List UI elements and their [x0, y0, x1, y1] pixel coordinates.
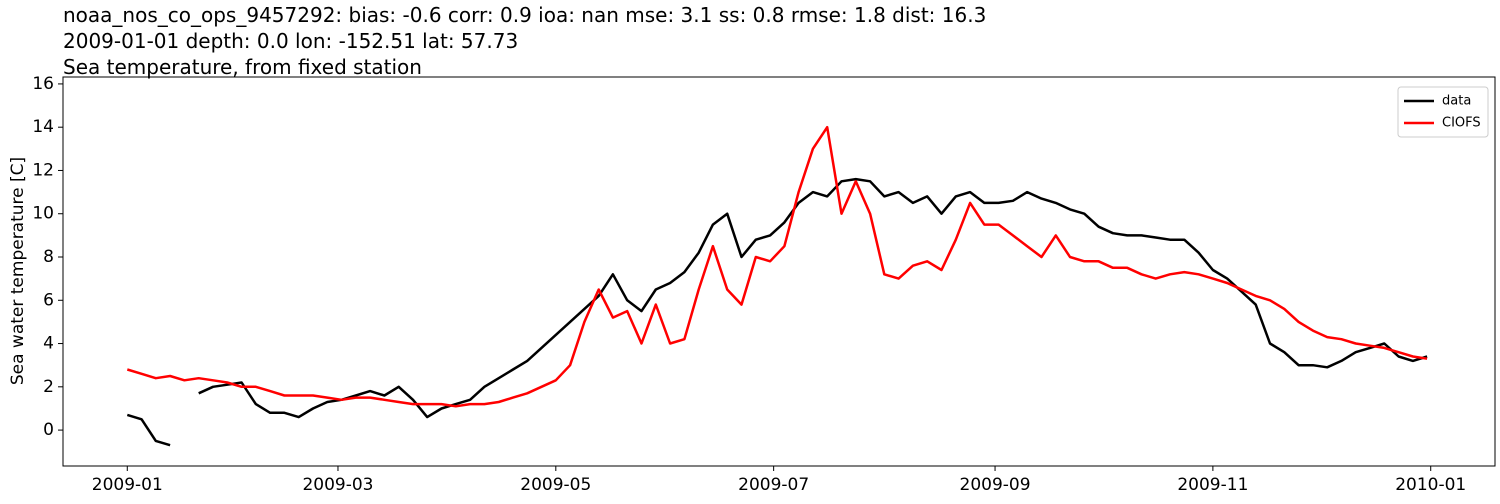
- title-line: 2009-01-01 depth: 0.0 lon: -152.51 lat: …: [63, 29, 518, 53]
- x-tick-label: 2009-03: [302, 475, 373, 495]
- y-tick-label: 14: [32, 117, 54, 137]
- legend-label: CIOFS: [1442, 116, 1481, 131]
- data-line: [126, 125, 1428, 408]
- x-tick-label: 2009-01: [92, 475, 163, 495]
- y-tick-label: 16: [32, 74, 54, 94]
- x-tick-label: 2010-01: [1395, 475, 1466, 495]
- legend-label: data: [1442, 94, 1471, 109]
- y-tick-label: 6: [43, 290, 54, 310]
- plot-frame: [62, 76, 1496, 467]
- y-tick-label: 2: [43, 377, 54, 397]
- x-tick-label: 2009-11: [1177, 475, 1248, 495]
- title-line: noaa_nos_co_ops_9457292: bias: -0.6 corr…: [63, 3, 986, 27]
- x-tick-label: 2009-05: [520, 475, 591, 495]
- legend-box: [1397, 86, 1489, 138]
- y-tick-label: 8: [43, 247, 54, 267]
- data-line: [126, 177, 1428, 447]
- y-tick-label: 4: [43, 334, 54, 354]
- x-tick-label: 2009-07: [738, 475, 809, 495]
- y-tick-label: 10: [32, 204, 54, 224]
- x-tick-label: 2009-09: [960, 475, 1031, 495]
- y-tick-label: 0: [43, 420, 54, 440]
- title-line: Sea temperature, from fixed station: [63, 55, 422, 79]
- y-tick-label: 12: [32, 160, 54, 180]
- y-axis-label: Sea water temperature [C]: [8, 157, 28, 385]
